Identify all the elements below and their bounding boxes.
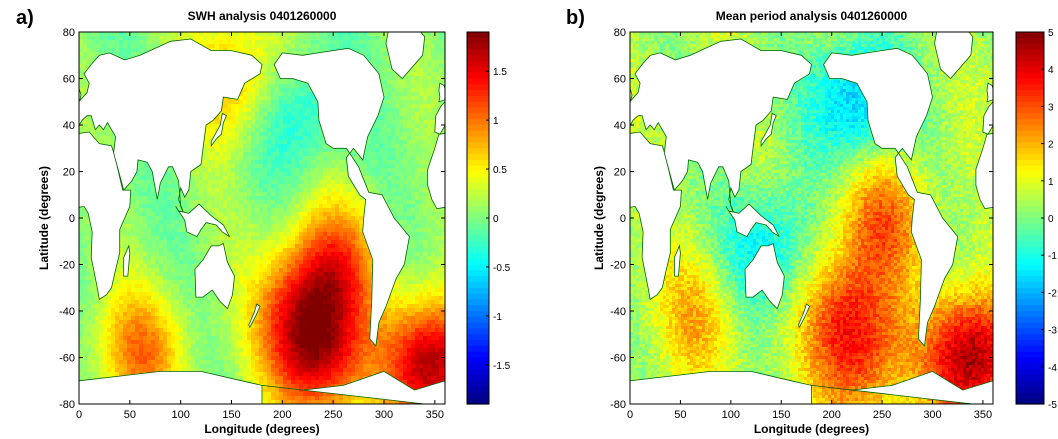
x-tick-label: 0 — [627, 409, 633, 421]
x-tick-label: 50 — [124, 409, 136, 421]
colorbar-tick-label: 2 — [1048, 140, 1054, 151]
colorbar-tick-label: 0 — [1048, 214, 1054, 225]
y-tick-label: -40 — [59, 306, 75, 318]
land-mask — [630, 32, 993, 404]
land-nz — [797, 303, 810, 329]
land-uk — [79, 82, 445, 103]
y-tick-label: 80 — [614, 27, 626, 39]
x-tick-label: 0 — [76, 409, 82, 421]
colorbar-tick-label: 0.5 — [493, 165, 507, 176]
x-tick-label: 200 — [273, 409, 291, 421]
colorbar-tick-label: 0 — [493, 214, 499, 225]
y-tick-label: -40 — [610, 306, 626, 318]
land-greenland — [934, 32, 974, 80]
colorbar-tick-label: -1 — [493, 312, 502, 323]
y-tick-label: 20 — [614, 167, 626, 179]
x-tick-label: 300 — [923, 409, 941, 421]
land-americas — [273, 47, 410, 347]
x-tick-label: 100 — [171, 409, 189, 421]
colorbar-tick-label: -5 — [1048, 400, 1057, 411]
x-tick-label: 350 — [426, 409, 444, 421]
x-tick-label: 50 — [674, 409, 686, 421]
y-tick-label: 0 — [620, 213, 626, 225]
y-tick-label: -80 — [610, 399, 626, 411]
y-axis-label: Latitude (degrees) — [37, 166, 51, 270]
colorbar: 5 4 3 2 1 0 -1 -2 -3 -4 -5 — [1015, 28, 1057, 411]
y-tick-label: 60 — [614, 74, 626, 86]
land-australia — [744, 243, 785, 310]
x-tick-label: 350 — [974, 409, 992, 421]
x-tick-label: 250 — [873, 409, 891, 421]
y-tick-label: -60 — [610, 353, 626, 365]
land-uk — [630, 82, 993, 103]
x-axis-label: Longitude (degrees) — [204, 422, 319, 436]
panel-label: a) — [16, 7, 34, 29]
y-tick-label: -20 — [59, 260, 75, 272]
y-tick-label: -80 — [59, 399, 75, 411]
land-antarctica — [79, 370, 445, 404]
panel-label: b) — [566, 7, 585, 29]
chart-panel-a: 0 50 100 150 200 250 300 350 -80 -60 -40 -20 0 20 40 60… — [16, 7, 511, 436]
chart-title: SWH analysis 0401260000 — [188, 9, 337, 23]
colorbar-tick-label: 1.5 — [493, 67, 507, 78]
land-africa — [630, 131, 993, 301]
y-tick-label: 60 — [63, 74, 75, 86]
land-nz — [248, 303, 261, 329]
x-tick-label: 150 — [222, 409, 240, 421]
colorbar-tick-label: 5 — [1048, 28, 1054, 39]
colorbar-tick-label: 4 — [1048, 65, 1054, 76]
colorbar-tick-label: -1 — [1048, 251, 1057, 262]
y-axis-label: Latitude (degrees) — [592, 166, 606, 270]
x-tick-label: 300 — [375, 409, 393, 421]
x-tick-label: 250 — [324, 409, 342, 421]
land-africa — [79, 131, 445, 301]
land-madagascar — [674, 244, 681, 277]
x-tick-label: 150 — [772, 409, 790, 421]
land-mask — [79, 32, 445, 404]
y-tick-label: -60 — [59, 353, 75, 365]
y-tick-label: 40 — [614, 120, 626, 132]
land-americas — [823, 47, 959, 347]
y-tick-label: 80 — [63, 27, 75, 39]
chart-panel-b: 0 50 100 150 200 250 300 350-80-60-40-200204060… — [566, 7, 1057, 436]
land-greenland — [385, 32, 426, 80]
colorbar-tick-label: -0.5 — [493, 263, 511, 274]
colorbar-tick-label: -3 — [1048, 326, 1057, 337]
x-tick-label: 100 — [722, 409, 740, 421]
colorbar-tick-label: 1 — [493, 116, 499, 127]
colorbar-tick-label: -2 — [1048, 288, 1057, 299]
land-eurasia — [630, 38, 993, 214]
colorbar-tick-label: -4 — [1048, 363, 1057, 374]
colorbar: 1.5 1 0.5 0 -0.5 -1 -1.5 — [466, 31, 511, 405]
colorbar-tick-label: 1 — [1048, 177, 1054, 188]
colorbar-tick-label: -1.5 — [493, 361, 511, 372]
land-indonesia — [175, 203, 231, 238]
y-tick-label: 40 — [63, 120, 75, 132]
y-tick-label: 20 — [63, 167, 75, 179]
y-tick-label: 0 — [69, 213, 75, 225]
land-indonesia — [725, 203, 780, 238]
land-australia — [194, 243, 235, 310]
x-tick-label: 200 — [822, 409, 840, 421]
land-antarctica — [630, 370, 993, 404]
land-madagascar — [123, 244, 131, 277]
land-japan — [760, 112, 777, 148]
chart-title: Mean period analysis 0401260000 — [716, 9, 908, 23]
land-japan — [210, 112, 227, 148]
land-eurasia — [79, 38, 445, 214]
colorbar-tick-label: 3 — [1048, 102, 1054, 113]
y-tick-label: -20 — [610, 260, 626, 272]
x-axis-label: Longitude (degrees) — [754, 422, 869, 436]
